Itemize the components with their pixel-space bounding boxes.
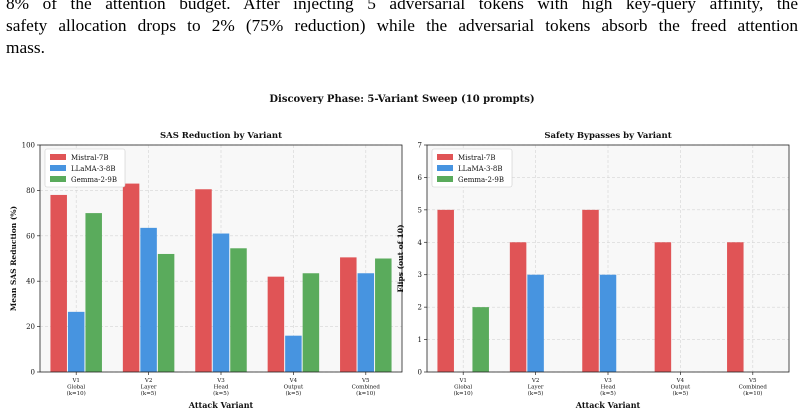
bar bbox=[527, 274, 544, 372]
bar bbox=[50, 194, 67, 372]
bar bbox=[195, 189, 212, 372]
y-tick-label: 40 bbox=[26, 278, 35, 286]
legend-swatch bbox=[437, 176, 453, 182]
legend-label: LLaMA-3-8B bbox=[71, 165, 115, 173]
y-tick-label: 0 bbox=[31, 369, 35, 377]
y-tick-label: 80 bbox=[26, 187, 35, 195]
bar bbox=[654, 242, 672, 372]
x-tick-label: V3 Head (k=5) bbox=[600, 378, 616, 397]
y-tick-label: 100 bbox=[22, 142, 35, 150]
x-tick-label: V3 Head (k=5) bbox=[213, 378, 229, 397]
y-tick-label: 3 bbox=[418, 271, 422, 279]
y-axis-label: Mean SAS Reduction (%) bbox=[9, 206, 18, 311]
y-tick-label: 6 bbox=[418, 174, 423, 182]
figure-title: Discovery Phase: 5-Variant Sweep (10 pro… bbox=[269, 94, 534, 105]
bar bbox=[472, 307, 489, 372]
bar bbox=[437, 209, 454, 372]
legend-swatch bbox=[50, 165, 66, 171]
bar bbox=[157, 253, 175, 372]
bar bbox=[230, 248, 247, 372]
bar bbox=[582, 209, 599, 372]
chart-title: Safety Bypasses by Variant bbox=[544, 131, 671, 141]
x-axis-label: Attack Variant bbox=[188, 400, 254, 410]
legend-label: Mistral-7B bbox=[458, 154, 496, 162]
legend-label: Mistral-7B bbox=[71, 154, 109, 162]
legend-swatch bbox=[437, 154, 453, 160]
legend-swatch bbox=[50, 154, 66, 160]
x-tick-label: V5 Combined (k=10) bbox=[739, 378, 768, 397]
bar bbox=[67, 311, 85, 372]
y-tick-label: 5 bbox=[418, 206, 422, 214]
y-tick-label: 20 bbox=[26, 323, 35, 331]
x-axis-label: Attack Variant bbox=[575, 400, 641, 410]
x-tick-label: V1 Global (k=10) bbox=[454, 378, 473, 397]
figure: Discovery Phase: 5-Variant Sweep (10 pro… bbox=[9, 94, 790, 410]
y-tick-label: 4 bbox=[418, 239, 423, 247]
bar bbox=[727, 242, 744, 372]
bar bbox=[140, 227, 157, 372]
bar bbox=[357, 273, 375, 372]
y-tick-label: 0 bbox=[418, 369, 422, 377]
x-tick-label: V1 Global (k=10) bbox=[67, 378, 86, 397]
legend-swatch bbox=[50, 176, 66, 182]
text-line: mass. bbox=[6, 38, 45, 57]
x-tick-label: V2 Layer (k=5) bbox=[141, 378, 157, 397]
bar bbox=[285, 335, 302, 372]
legend-label: Gemma-2-9B bbox=[71, 176, 117, 184]
chart-title: SAS Reduction by Variant bbox=[160, 131, 282, 141]
bar bbox=[375, 258, 392, 372]
bar bbox=[509, 242, 527, 372]
bar bbox=[340, 257, 357, 372]
bar bbox=[599, 274, 617, 372]
bar bbox=[302, 273, 320, 372]
legend-label: LLaMA-3-8B bbox=[458, 165, 502, 173]
x-tick-label: V4 Output (k=5) bbox=[671, 378, 691, 397]
legend-label: Gemma-2-9B bbox=[458, 176, 504, 184]
y-tick-label: 7 bbox=[418, 142, 422, 150]
bar bbox=[212, 233, 230, 372]
text-line: 8% of the attention budget. After inject… bbox=[6, 0, 798, 13]
x-tick-label: V5 Combined (k=10) bbox=[352, 378, 381, 397]
bar bbox=[267, 276, 285, 372]
y-axis-label: Flips (out of 10) bbox=[396, 224, 405, 292]
legend-swatch bbox=[437, 165, 453, 171]
bar bbox=[122, 183, 140, 372]
x-tick-label: V2 Layer (k=5) bbox=[528, 378, 544, 397]
bar bbox=[85, 213, 102, 372]
x-tick-label: V4 Output (k=5) bbox=[284, 378, 304, 397]
y-tick-label: 60 bbox=[26, 232, 35, 240]
text-line: safety allocation drops to 2% (75% reduc… bbox=[6, 16, 798, 35]
y-tick-label: 2 bbox=[418, 304, 422, 312]
y-tick-label: 1 bbox=[418, 336, 422, 344]
